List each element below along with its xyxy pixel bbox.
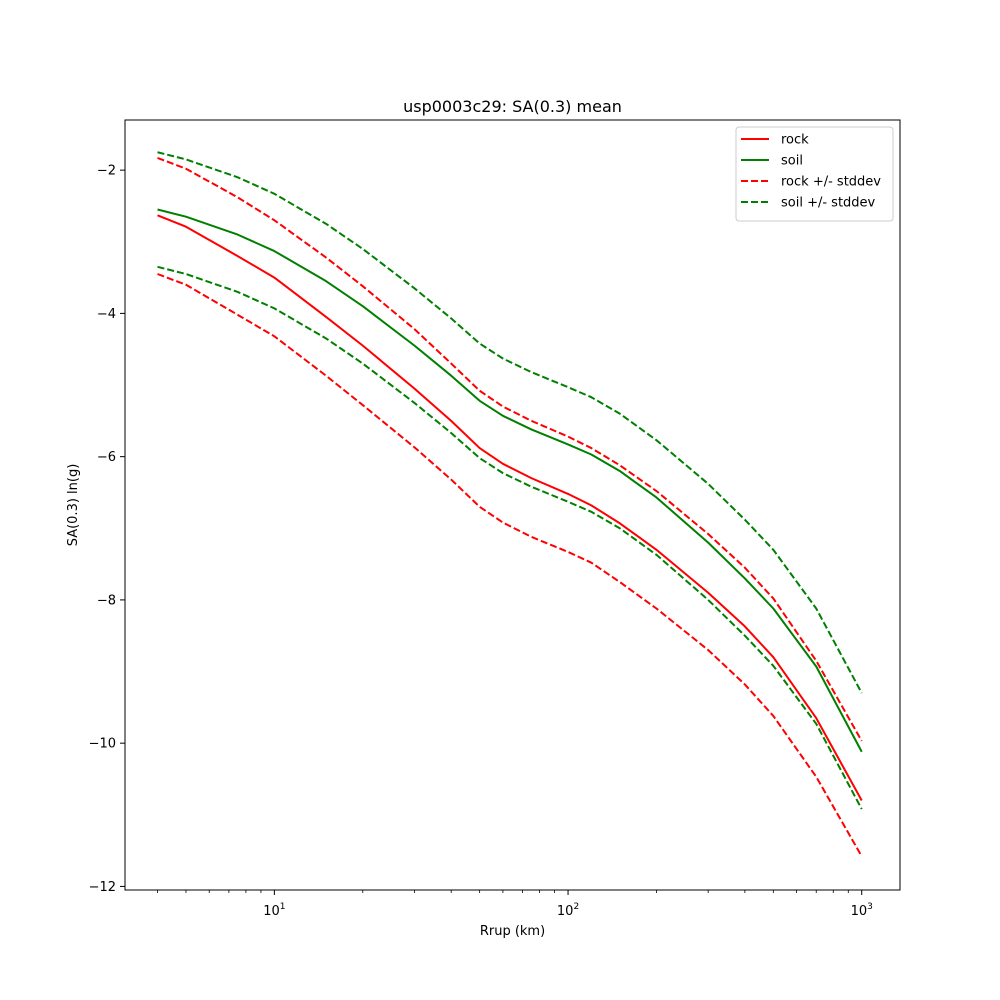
- axes-frame: [124, 119, 901, 891]
- y-tick-label: −8: [97, 593, 116, 608]
- x-tick-label: 103: [851, 902, 873, 919]
- y-tick-label: −4: [97, 307, 116, 322]
- series-line-rock: [157, 214, 863, 801]
- legend-label: rock: [781, 133, 809, 148]
- legend-box: [735, 126, 894, 222]
- legend-label: rock +/- stddev: [781, 175, 881, 190]
- plot-area: [157, 151, 863, 857]
- x-tick-label: 101: [263, 902, 285, 919]
- y-tick-label: −6: [97, 450, 116, 465]
- legend-label: soil +/- stddev: [781, 196, 876, 211]
- x-tick-label: 102: [557, 902, 579, 919]
- x-axis-label: Rrup (km): [480, 924, 545, 939]
- legend-label: soil: [781, 154, 803, 169]
- chart-title: usp0003c29: SA(0.3) mean: [403, 97, 622, 116]
- legend: rock soil rock +/- stddev soil +/- stddev: [735, 126, 894, 222]
- series-line-soil-lower: [157, 265, 863, 810]
- series-line-rock-upper: [157, 157, 863, 742]
- y-tick-label: −12: [89, 880, 116, 895]
- series-line-soil-upper: [157, 151, 863, 694]
- y-axis-label: SA(0.3) ln(g): [66, 464, 81, 547]
- y-tick-label: −10: [89, 737, 116, 752]
- y-tick-label: −2: [97, 164, 116, 179]
- series-line-soil: [157, 208, 863, 753]
- axes-ticks: 101 102 103 −12 −10 −8 −6 −4 −2: [89, 164, 873, 919]
- series-line-rock-lower: [157, 273, 863, 857]
